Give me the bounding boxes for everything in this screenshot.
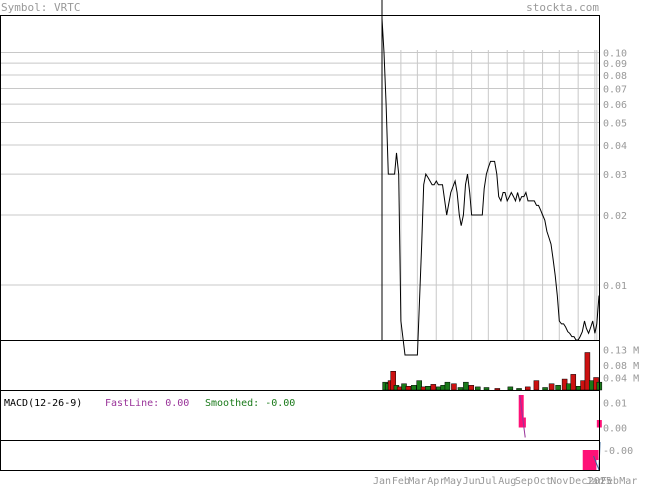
x-tick-label: Apr	[427, 476, 445, 486]
volume-bar	[555, 385, 561, 391]
volume-bar	[430, 384, 437, 391]
macd-tick-label: 0.01	[603, 399, 627, 410]
volume-bar	[533, 380, 540, 391]
x-tick-label: Jan	[586, 476, 604, 486]
x-tick-label: Feb	[392, 476, 410, 486]
volume-tick-label: 0.08 M	[603, 361, 639, 372]
price-tick-label: 0.06	[603, 100, 627, 111]
volume-bar	[542, 387, 548, 391]
price-tick-label: 0.09	[603, 59, 627, 70]
x-tick-label: Mar	[408, 476, 426, 486]
volume-bar	[444, 381, 451, 391]
volume-bar	[451, 383, 457, 391]
symbol-label: Symbol: VRTC	[1, 1, 80, 14]
x-tick-label: Dec	[569, 476, 587, 486]
x-tick-label: 2025	[588, 476, 612, 486]
price-tick-label: 0.07	[603, 85, 627, 96]
volume-panel	[382, 352, 603, 391]
lower-histogram-bar	[593, 450, 599, 460]
volume-bar	[425, 386, 431, 391]
volume-panel-frame	[0, 340, 600, 391]
volume-bar	[570, 374, 577, 391]
macd-tick-label: 0.00	[603, 424, 627, 435]
volume-bar	[507, 386, 514, 391]
x-tick-label: Aug	[498, 476, 516, 486]
macd-fast-line	[519, 394, 526, 438]
x-tick-label: Jul	[479, 476, 497, 486]
volume-bar	[457, 387, 464, 391]
x-tick-label: Jan	[373, 476, 391, 486]
price-tick-label: 0.02	[603, 211, 627, 222]
price-panel	[381, 0, 600, 356]
lower-panel	[582, 441, 601, 471]
axis-labels: 0.100.090.08 0.07 0.06 0.05 0.04 0.03 0.02 0.01…	[373, 49, 639, 486]
price-tick-label: 0.10	[603, 49, 627, 60]
macd-label: MACD(12-26-9)	[4, 398, 82, 409]
volume-tick-label: 0.13 M	[603, 345, 639, 356]
price-tick-label: 0.05	[603, 119, 627, 130]
volume-bar	[475, 386, 481, 391]
price-tick-label: 0.01	[603, 281, 627, 292]
macd-histogram-bar	[518, 395, 524, 428]
volume-bar	[524, 386, 531, 391]
volume-bar	[463, 381, 469, 391]
site-name: stockta.com	[526, 1, 599, 14]
price-panel-frame	[0, 15, 600, 341]
x-tick-label: May	[444, 476, 462, 486]
lower-panel-frame	[0, 440, 600, 471]
x-tick-label: Nov	[550, 476, 568, 486]
price-tick-label: 0.08	[603, 71, 627, 82]
macd-panel-frame	[0, 390, 600, 441]
lower-tick-label: -0.00	[603, 446, 633, 457]
price-line	[381, 18, 600, 356]
price-tick-label: 0.04	[603, 141, 627, 152]
price-tick-label: 0.03	[603, 170, 627, 181]
volume-bar	[516, 388, 522, 391]
panel-frames	[0, 15, 600, 471]
volume-bar	[405, 386, 412, 391]
x-tick-label: Mar	[619, 476, 637, 486]
macd-fastline-label: FastLine: 0.00	[105, 398, 189, 409]
volume-bar	[411, 385, 417, 391]
volume-tick-label: 0.04 M	[603, 374, 639, 385]
macd-panel: MACD(12-26-9) FastLine: 0.00 Smoothed: -…	[4, 394, 602, 438]
volume-bar	[483, 387, 490, 391]
volume-bar	[494, 388, 501, 391]
x-tick-label: Oct	[534, 476, 552, 486]
x-tick-label: Feb	[601, 476, 619, 486]
volume-bar	[468, 385, 475, 391]
volume-bar	[548, 383, 555, 391]
x-tick-label: Sep	[515, 476, 533, 486]
macd-smoothed-label: Smoothed: -0.00	[205, 398, 295, 409]
x-tick-label: Jun	[463, 476, 481, 486]
